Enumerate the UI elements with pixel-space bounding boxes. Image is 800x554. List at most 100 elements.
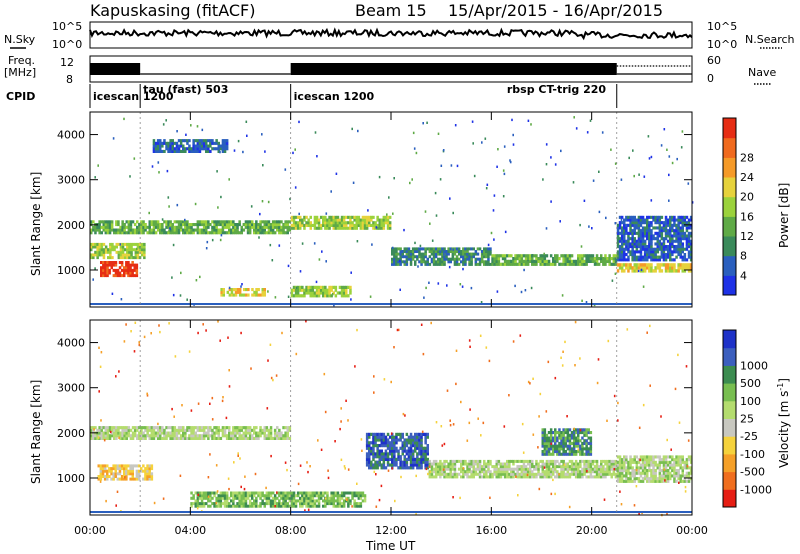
heatmap-cell [547,441,551,445]
heatmap-cell [529,475,532,479]
heatmap-cell [652,258,655,262]
heatmap-cell [503,462,507,466]
heatmap-cell [349,226,352,230]
heatmap-cell [466,472,469,476]
heatmap-cell [246,428,250,432]
scatter-cell [150,332,152,335]
heatmap-cell [376,446,379,450]
heatmap-cell [296,288,300,292]
heatmap-cell [681,469,684,473]
heatmap-cell [620,229,624,233]
heatmap-cell [186,220,189,224]
heatmap-cell [639,455,643,459]
heatmap-cell [664,463,668,467]
heatmap-cell [372,435,375,439]
heatmap-cell [610,472,613,476]
heatmap-cell [483,467,486,471]
heatmap-cell [96,436,99,440]
heatmap-cell [428,250,432,253]
heatmap-cell [184,139,187,143]
heatmap-cell [518,475,521,479]
heatmap-cell [133,426,137,430]
heatmap-cell [100,242,104,246]
heatmap-cell [422,247,425,251]
cpid-label: CPID [6,90,35,103]
heatmap-cell [641,458,645,462]
heatmap-cell [623,460,626,464]
heatmap-cell [143,253,146,257]
heatmap-cell [146,426,149,430]
scatter-cell [343,465,346,468]
heatmap-cell [370,463,373,467]
heatmap-cell [265,220,269,224]
heatmap-cell [192,231,195,235]
heatmap-cell [102,253,106,257]
heatmap-cell [372,455,375,459]
heatmap-cell [215,491,218,495]
heatmap-cell [171,436,174,440]
heatmap-cell [152,436,156,440]
heatmap-cell [117,231,120,235]
heatmap-cell [207,139,210,143]
heatmap-cell [625,245,628,249]
heatmap-cell [460,462,463,466]
heatmap-cell [646,250,649,254]
heatmap-cell [215,504,218,508]
heatmap-cell [188,225,191,229]
heatmap-cell [646,237,649,241]
heatmap-cell [374,432,377,436]
heatmap-cell [679,237,682,241]
heatmap-cell [136,434,139,438]
heatmap-cell [480,260,484,264]
heatmap-cell [340,221,344,225]
heatmap-cell [679,463,682,467]
heatmap-cell [497,462,501,466]
heatmap-cell [564,441,567,445]
scatter-cell [399,288,401,291]
heatmap-cell [524,475,528,479]
heatmap-cell [269,491,273,495]
heatmap-cell [478,247,482,251]
heatmap-cell [489,247,492,251]
heatmap-cell [284,426,287,430]
heatmap-cell [411,252,415,256]
heatmap-cell [324,499,327,503]
scatter-cell [217,206,219,209]
heatmap-cell [669,253,672,257]
heatmap-cell [506,467,509,471]
heatmap-cell [602,467,605,471]
scatter-cell [153,501,156,505]
heatmap-cell [673,269,676,273]
heatmap-cell [595,465,599,469]
heatmap-cell [292,499,296,503]
heatmap-cell [114,268,118,272]
heatmap-cell [150,472,154,476]
heatmap-cell [296,226,300,230]
heatmap-cell [641,231,645,235]
heatmap-cell [284,496,287,500]
heatmap-cell [299,223,302,227]
heatmap-cell [614,465,618,469]
heatmap-cell [129,268,132,272]
heatmap-cell [196,428,200,432]
heatmap-cell [217,223,220,227]
heatmap-cell [597,262,601,266]
heatmap-cell [623,253,626,257]
scatter-cell [639,458,641,462]
heatmap-cell [194,434,197,438]
heatmap-cell [117,242,121,246]
heatmap-cell [230,290,234,294]
heatmap-cell [161,144,164,148]
heatmap-cell [282,491,285,495]
heatmap-cell [196,436,200,440]
heatmap-cell [581,428,584,432]
heatmap-cell [120,464,124,468]
heatmap-cell [90,426,93,430]
heatmap-cell [328,496,331,500]
heatmap-cell [301,499,304,503]
heatmap-cell [294,499,298,503]
heatmap-cell [165,225,168,229]
heatmap-cell [474,470,478,474]
scatter-cell [321,250,323,253]
heatmap-cell [629,229,632,233]
